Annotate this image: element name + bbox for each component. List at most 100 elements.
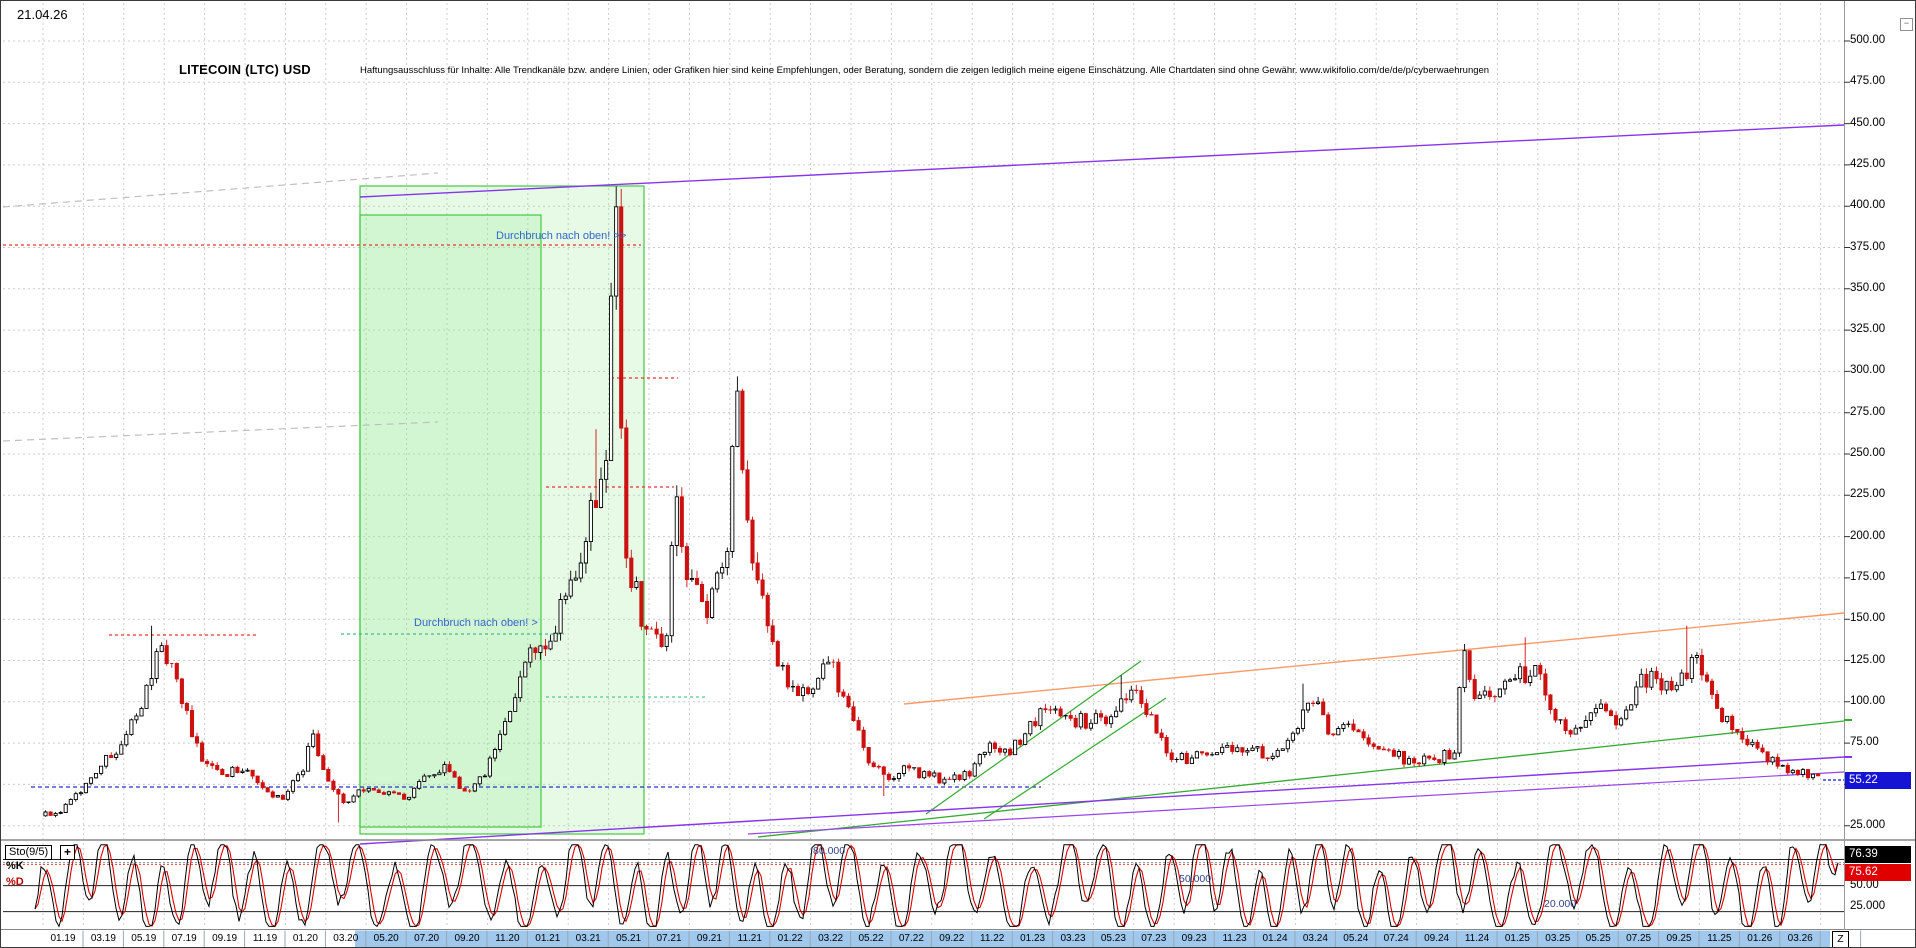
support-green-long[interactable] — [757, 720, 1845, 838]
candle-wicks-up — [45, 186, 1814, 818]
support-violet-2[interactable] — [747, 771, 1845, 835]
price-axis-label: 425.00 — [1850, 157, 1886, 170]
price-axis-label: 100.00 — [1850, 694, 1886, 707]
price-axis-label: 125.00 — [1850, 653, 1886, 666]
disclaimer-text: Haftungsausschluss für Inhalte: Alle Tre… — [360, 65, 1490, 76]
stoch-level-label-50.000: 50.000 — [1179, 873, 1212, 885]
price-axis-label: 500.00 — [1850, 34, 1886, 46]
price-axis-label: 400.00 — [1850, 199, 1886, 212]
date-axis-label: 05.22 — [858, 933, 884, 944]
old-gray-dashed-2[interactable] — [2, 421, 439, 442]
date-axis-label: 01.22 — [777, 933, 803, 944]
stoch-d-series — [34, 843, 1839, 928]
date-axis-label: 07.24 — [1383, 933, 1409, 944]
date-axis-label: 03.25 — [1545, 933, 1571, 944]
candle-wicks-down — [50, 188, 1819, 823]
date-axis-label: 11.22 — [980, 933, 1005, 944]
date-axis-label: 05.23 — [1100, 933, 1126, 944]
breakout-zone-box-2[interactable] — [359, 214, 542, 828]
date-axis-label: 07.22 — [898, 933, 924, 944]
price-axis-label: 175.00 — [1850, 570, 1886, 583]
stoch-axis-label-50: 50.00 — [1850, 878, 1879, 891]
breakout-zone-box-1[interactable] — [359, 185, 645, 835]
wedge-green-1[interactable] — [925, 660, 1142, 815]
collapse-panel-button[interactable]: − — [1900, 18, 1913, 31]
date-axis-label: 07.23 — [1141, 933, 1167, 944]
date-axis-label: 01.24 — [1262, 933, 1288, 944]
date-axis-label: 07.21 — [656, 933, 682, 944]
date-axis-label: 01.21 — [535, 933, 561, 944]
stoch-k-series — [34, 843, 1839, 928]
date-axis-label: 01.23 — [1020, 933, 1046, 944]
stoch-axis-label-25: 25.000 — [1850, 900, 1886, 913]
date-axis-label: 05.20 — [373, 933, 399, 944]
stoch-k-label: %K — [6, 860, 24, 872]
date-axis-label: 09.19 — [212, 933, 238, 944]
last-price-tag: 55.22 — [1845, 772, 1911, 789]
price-axis-label: 275.00 — [1850, 405, 1886, 418]
stoch-level-label-20.000: 20.000 — [1544, 898, 1577, 910]
date-axis-label: 07.20 — [414, 933, 440, 944]
candles-down — [48, 206, 1821, 816]
price-axis-label: 450.00 — [1850, 116, 1886, 129]
price-axis-label: 25.000 — [1850, 818, 1886, 831]
old-gray-dashed-1[interactable] — [2, 172, 439, 208]
price-axis-label: 150.00 — [1850, 612, 1886, 625]
date-axis-label: 09.22 — [939, 933, 965, 944]
stoch-k-value-tag: 76.39 — [1845, 846, 1911, 863]
breakout-annotation-2[interactable]: Durchbruch nach oben! > — [414, 617, 538, 629]
channel-top-violet[interactable] — [359, 124, 1845, 198]
date-axis-label: 03.19 — [90, 933, 116, 944]
price-axis-label: 250.00 — [1850, 447, 1886, 459]
date-axis-label: 01.20 — [292, 933, 318, 944]
date-axis-label: 09.21 — [696, 933, 722, 944]
date-axis-label: 03.22 — [818, 933, 844, 944]
date-axis-label: 01.25 — [1504, 933, 1530, 944]
date-axis-label: 03.23 — [1060, 933, 1086, 944]
date-axis-label: 07.19 — [171, 933, 197, 944]
price-axis-label: 200.00 — [1850, 529, 1886, 542]
date-axis-label: 03.20 — [333, 933, 359, 944]
date-axis-label: 03.24 — [1302, 933, 1328, 944]
date-axis-label: 11.19 — [252, 933, 278, 944]
date-axis-label: 09.24 — [1424, 933, 1450, 944]
indicator-name-box[interactable]: Sto(9/5) — [5, 845, 53, 860]
wedge-green-2[interactable] — [983, 697, 1167, 820]
z-button[interactable]: Z — [1832, 931, 1849, 947]
date-axis-label: 01.19 — [50, 933, 76, 944]
datestamp: 21.04.26 — [17, 7, 68, 22]
date-axis-label: 11.20 — [495, 933, 520, 944]
candles-up — [43, 206, 1816, 817]
date-axis-label: 05.24 — [1343, 933, 1369, 944]
date-axis-label: 03.26 — [1787, 933, 1813, 944]
price-axis-label: 225.00 — [1850, 488, 1886, 501]
price-axis-ticks — [1844, 40, 1850, 827]
date-axis-label: 09.23 — [1181, 933, 1207, 944]
add-indicator-button[interactable]: + — [60, 845, 75, 860]
page-title: LITECOIN (LTC) USD — [179, 62, 311, 77]
gridlines — [3, 3, 1843, 928]
date-axis-label: 11.23 — [1222, 933, 1247, 944]
date-axis-separators — [82, 930, 1862, 947]
stoch-d-label: %D — [6, 876, 24, 888]
stoch-level-label-80.000: 80.000 — [813, 845, 846, 857]
date-axis-label: 07.25 — [1626, 933, 1652, 944]
stoch-d-value-tag: 75.62 — [1845, 864, 1911, 881]
date-axis-label: 05.21 — [616, 933, 642, 944]
date-axis-label: 09.25 — [1666, 933, 1692, 944]
date-axis-label: 03.21 — [575, 933, 601, 944]
date-axis-label: 01.26 — [1747, 933, 1773, 944]
date-axis-label: 09.20 — [454, 933, 480, 944]
date-axis-label: 11.21 — [737, 933, 762, 944]
price-axis-label: 325.00 — [1850, 323, 1886, 336]
breakout-annotation-1[interactable]: Durchbruch nach oben! >> — [496, 230, 627, 242]
support-violet-1[interactable] — [359, 756, 1845, 845]
price-axis-label: 375.00 — [1850, 240, 1886, 253]
date-axis-label: 05.25 — [1585, 933, 1611, 944]
price-axis-label: 350.00 — [1850, 281, 1886, 294]
price-axis-label: 75.00 — [1850, 736, 1879, 749]
date-axis-label: 11.25 — [1707, 933, 1732, 944]
resistance-orange[interactable] — [903, 612, 1845, 705]
